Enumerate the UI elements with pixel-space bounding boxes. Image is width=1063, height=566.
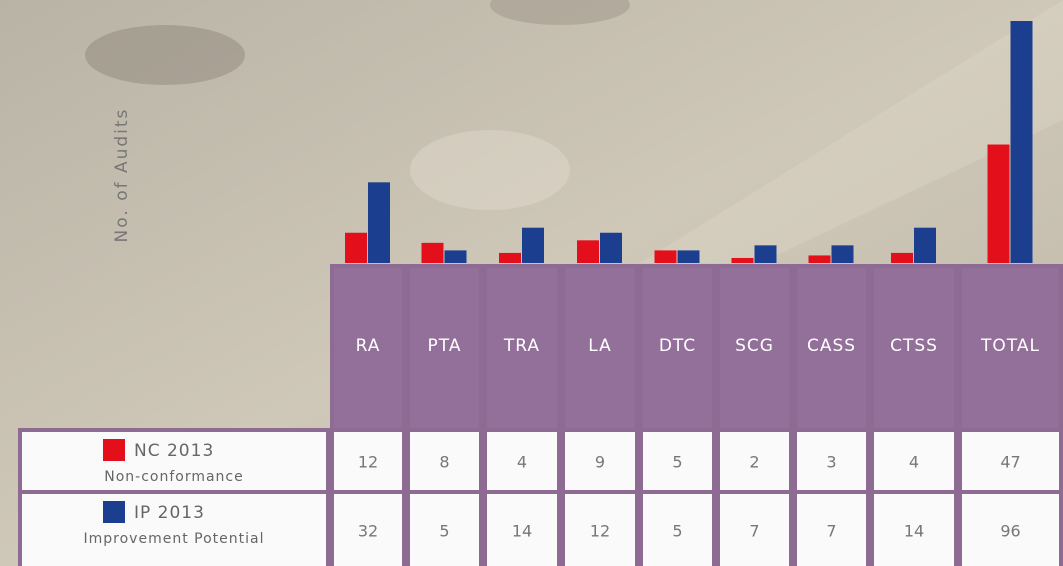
legend-description: Improvement Potential <box>84 531 265 547</box>
table-cell <box>565 432 635 490</box>
table-cell <box>962 494 1059 566</box>
x-tick-label: CTSS <box>890 336 938 356</box>
header-cell <box>797 268 866 428</box>
table-value: 3 <box>826 453 836 472</box>
bar <box>808 255 831 263</box>
table-value: 12 <box>358 453 378 472</box>
table-value: 5 <box>672 453 682 472</box>
x-tick-label: DTC <box>659 336 696 356</box>
bar <box>345 232 367 263</box>
bar <box>522 227 544 263</box>
table-value: 14 <box>904 522 924 541</box>
table-value: 5 <box>439 522 449 541</box>
table-cell <box>334 494 402 566</box>
table-value: 7 <box>749 522 759 541</box>
x-tick-label: LA <box>588 336 612 356</box>
legend-label: NC 2013 <box>134 441 214 461</box>
header-cell <box>874 268 954 428</box>
table-value: 9 <box>595 453 605 472</box>
x-tick-label: PTA <box>428 336 462 356</box>
table-value: 47 <box>1000 453 1020 472</box>
table-cell <box>334 432 402 490</box>
table-cell <box>720 494 789 566</box>
table-cell <box>565 494 635 566</box>
x-tick-label: SCG <box>735 336 774 356</box>
bar <box>831 245 854 263</box>
header-cell <box>962 268 1059 428</box>
legend-swatch <box>103 439 125 461</box>
table-value: 4 <box>909 453 919 472</box>
table-value: 2 <box>749 453 759 472</box>
table-cell <box>874 432 954 490</box>
row-label-cell <box>22 432 326 490</box>
x-tick-label: RA <box>356 336 381 356</box>
bar <box>891 252 913 263</box>
table-cell <box>797 494 866 566</box>
x-tick-label: CASS <box>807 336 856 356</box>
legend-swatch <box>103 501 125 523</box>
bar <box>499 252 521 263</box>
bar <box>1010 21 1033 263</box>
bar <box>577 240 599 263</box>
table-cell <box>797 432 866 490</box>
header-cell <box>720 268 789 428</box>
bar <box>754 245 777 263</box>
x-tick-label: TRA <box>503 336 540 356</box>
header-cell <box>487 268 557 428</box>
table-cell <box>410 494 479 566</box>
table-value: 7 <box>826 522 836 541</box>
bar <box>654 250 677 263</box>
road-scene <box>85 0 1063 263</box>
table-cell <box>487 494 557 566</box>
table-value: 96 <box>1000 522 1020 541</box>
bar <box>444 250 467 263</box>
table-cell <box>487 432 557 490</box>
row-label-cell <box>22 494 326 566</box>
table-value: 12 <box>590 522 610 541</box>
legend-label: IP 2013 <box>134 503 205 523</box>
table-cell <box>643 494 712 566</box>
x-tick-label: TOTAL <box>980 336 1040 356</box>
table-value: 14 <box>512 522 532 541</box>
table-cell <box>874 494 954 566</box>
bar <box>421 242 444 263</box>
header-cell <box>334 268 402 428</box>
table-cell <box>720 432 789 490</box>
bar <box>731 257 754 263</box>
table-value: 4 <box>517 453 527 472</box>
table-value: 5 <box>672 522 682 541</box>
table-cell <box>643 432 712 490</box>
y-axis-label: No. of Audits <box>112 108 132 243</box>
table-value: 32 <box>358 522 378 541</box>
header-cell <box>565 268 635 428</box>
header-cell <box>410 268 479 428</box>
table-cell <box>410 432 479 490</box>
legend-description: Non-conformance <box>104 469 244 485</box>
bar <box>987 144 1010 263</box>
bar <box>914 227 936 263</box>
header-cell <box>643 268 712 428</box>
table-value: 8 <box>439 453 449 472</box>
bar <box>600 232 622 263</box>
bar <box>677 250 700 263</box>
table-cell <box>962 432 1059 490</box>
bar <box>368 182 390 263</box>
